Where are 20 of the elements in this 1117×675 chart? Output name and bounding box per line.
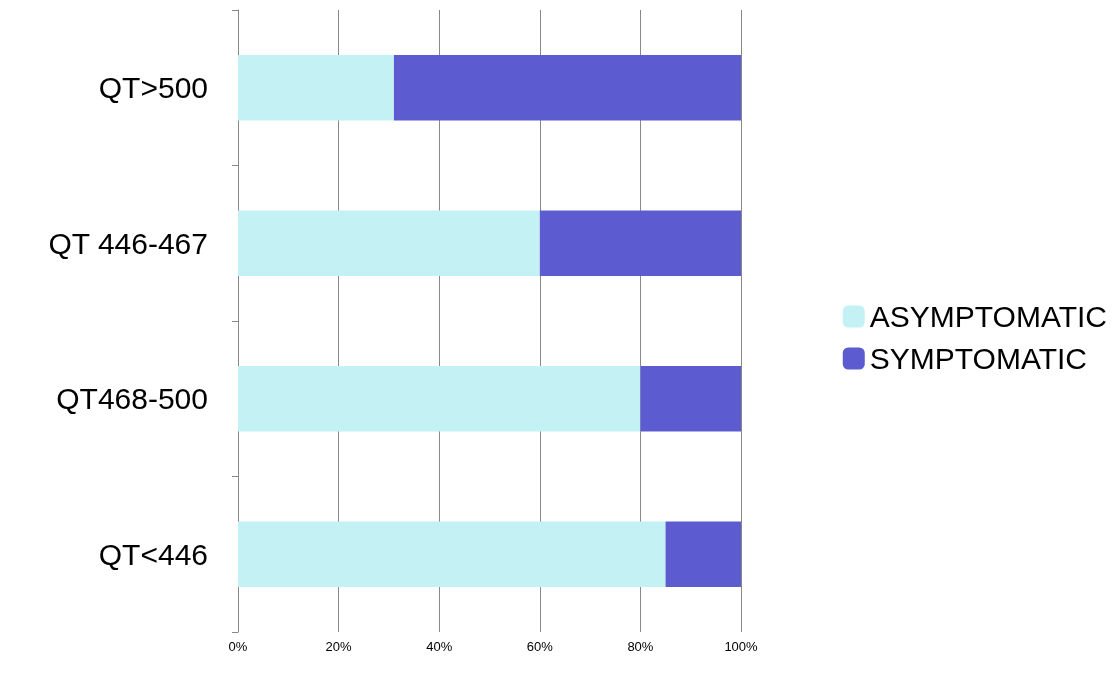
bar (665, 521, 741, 587)
x-tick-label: 40% (426, 639, 453, 654)
bar (640, 366, 741, 432)
x-tick-label: 80% (627, 639, 654, 654)
bar (238, 55, 394, 121)
x-tick-label: 20% (325, 639, 353, 654)
y-tick-label: QT>500 (98, 71, 208, 105)
y-tick-label: QT 446-467 (48, 226, 208, 260)
legend-label: SYMPTOMATIC (869, 342, 1087, 375)
bar (238, 521, 666, 587)
bar (393, 55, 741, 121)
bar (539, 210, 741, 276)
bar (238, 210, 540, 276)
bar (238, 366, 641, 432)
x-tick-label: 100% (724, 639, 759, 654)
y-tick-label: QT<446 (98, 537, 208, 571)
legend-label: ASYMPTOMATIC (869, 300, 1107, 333)
y-tick-label: QT468-500 (56, 382, 208, 416)
x-tick-label: 0% (228, 639, 248, 654)
x-tick-label: 60% (526, 639, 554, 654)
